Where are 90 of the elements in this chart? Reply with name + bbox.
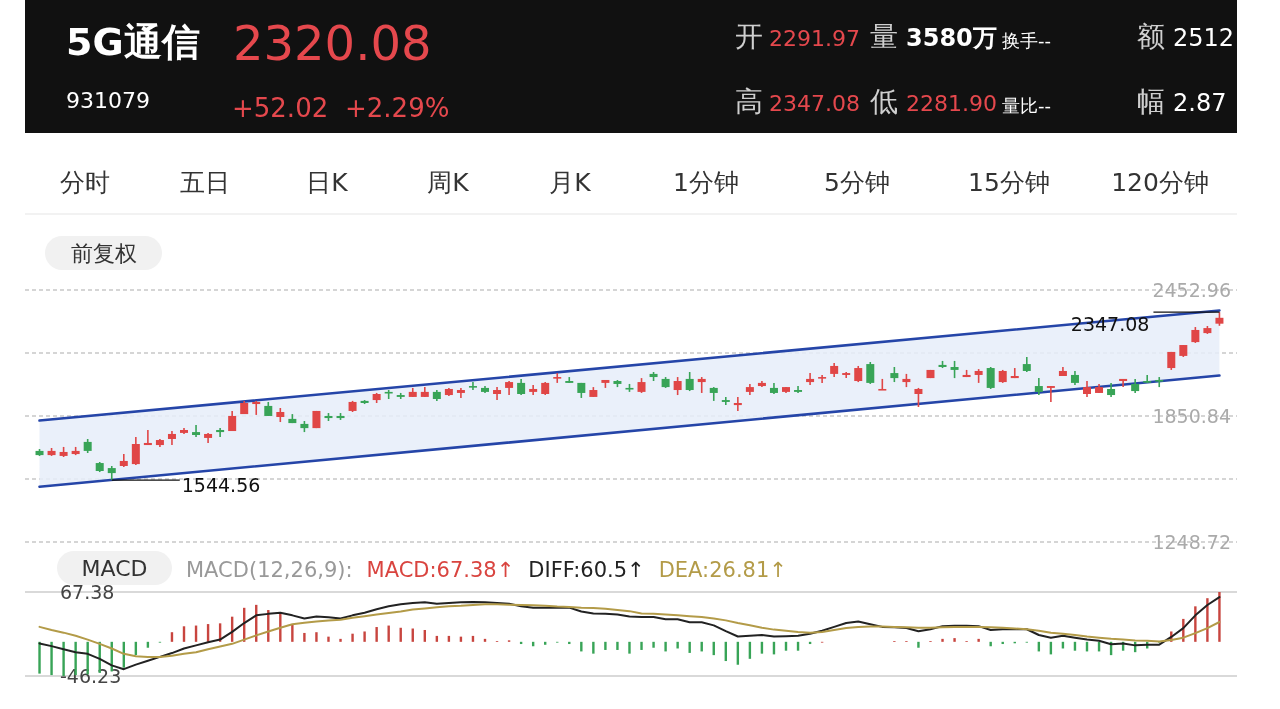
candlestick <box>192 424 201 438</box>
y-tick-label: 1248.72 <box>1152 530 1231 553</box>
bar <box>616 641 619 650</box>
text: 量 <box>870 20 898 53</box>
text: 五日 <box>180 168 230 197</box>
series-label: DEA:26.81↑ <box>658 558 787 582</box>
candlestick <box>131 436 140 466</box>
bar <box>917 641 920 648</box>
candlestick <box>1143 374 1152 384</box>
text: 2512 <box>1173 24 1235 52</box>
bar <box>1218 592 1221 642</box>
y-tick-label: 2452.96 <box>1152 278 1231 301</box>
candlestick <box>914 387 923 408</box>
bar <box>676 641 679 649</box>
bar <box>339 638 342 642</box>
chart-title: 前复权 <box>70 241 137 266</box>
text: 931079 <box>66 88 150 113</box>
chart-title: MACD <box>81 556 148 581</box>
candlestick <box>697 376 706 394</box>
bar <box>989 641 992 647</box>
candlestick <box>986 366 995 390</box>
candlestick <box>721 396 730 406</box>
legend-title: MACD(12,26,9): <box>186 558 353 582</box>
bar <box>688 641 691 653</box>
annotation: 1544.56 <box>181 474 261 497</box>
candlestick <box>1010 367 1019 379</box>
series-label: DIFF:60.5↑ <box>528 558 645 582</box>
bar <box>580 641 583 652</box>
candlestick <box>794 385 803 394</box>
candlestick <box>252 400 261 416</box>
bar <box>50 641 53 676</box>
candlestick <box>818 374 827 384</box>
bar <box>387 625 390 642</box>
candlestick <box>733 396 742 412</box>
text: 2347.08 <box>769 91 860 116</box>
candlestick <box>1119 378 1128 388</box>
text: 2.87 <box>1173 89 1227 117</box>
bar <box>375 627 378 642</box>
text: 1分钟 <box>673 168 739 197</box>
text: 5G通信 <box>66 20 200 64</box>
bar <box>640 641 643 650</box>
bar <box>941 638 944 642</box>
candlestick <box>1155 376 1164 388</box>
text: +52.02 <box>232 93 329 123</box>
bar <box>315 632 318 642</box>
text: 分时 <box>60 168 110 197</box>
text: 5分钟 <box>824 168 890 197</box>
text: 2291.97 <box>769 26 860 51</box>
y-tick-label: -46.23 <box>60 664 122 687</box>
text: 高 <box>735 85 763 118</box>
line-series <box>38 603 1221 658</box>
text: +2.29% <box>345 93 450 123</box>
bar <box>652 641 655 648</box>
bar <box>592 641 595 654</box>
y-tick-label: 67.38 <box>60 580 115 603</box>
candlestick <box>685 371 694 392</box>
text: 低 <box>870 85 898 118</box>
bar <box>664 641 667 652</box>
text: 开 <box>735 20 763 53</box>
y-tick-label: 1850.84 <box>1152 404 1231 427</box>
text: 2281.90 <box>906 91 997 116</box>
text: 额 <box>1137 20 1165 53</box>
candlestick <box>143 429 152 446</box>
bar <box>628 641 631 654</box>
text: MACD:67.38↑ <box>366 558 515 582</box>
text: 日K <box>306 168 349 197</box>
candlestick <box>216 427 225 438</box>
text: 2320.08 <box>233 15 432 71</box>
candlestick <box>468 381 477 391</box>
candlestick <box>1046 385 1055 403</box>
bar <box>363 631 366 642</box>
text: 15分钟 <box>968 168 1050 197</box>
bar <box>38 641 41 674</box>
text: 120分钟 <box>1111 168 1209 197</box>
candlestick <box>866 361 875 385</box>
text: 3580万 <box>906 24 997 52</box>
text: 换手-- <box>1002 30 1051 51</box>
candlestick <box>553 372 562 384</box>
text: 周K <box>427 168 470 197</box>
bar <box>977 638 980 642</box>
text: 量比-- <box>1002 95 1051 116</box>
bar <box>303 632 306 642</box>
bar <box>604 641 607 650</box>
bar <box>953 638 956 642</box>
bar <box>351 633 354 642</box>
bar <box>291 624 294 642</box>
text: 月K <box>549 168 592 197</box>
bar <box>327 636 330 642</box>
text: 幅 <box>1137 85 1165 118</box>
candlestick <box>806 372 815 386</box>
